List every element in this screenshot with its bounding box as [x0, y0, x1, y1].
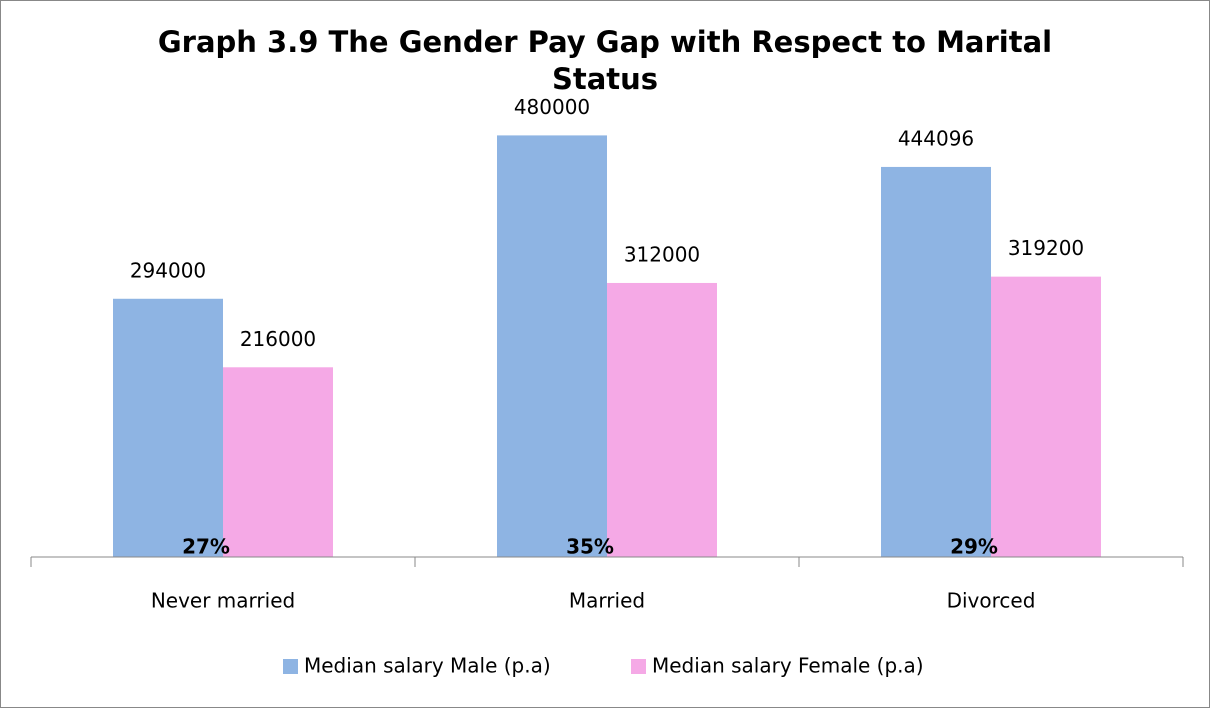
x-tick-label: Never married [151, 589, 295, 613]
chart-title: Graph 3.9 The Gender Pay Gap with Respec… [157, 25, 1053, 96]
annotation: 27% [182, 535, 230, 559]
annotation: 29% [950, 535, 998, 559]
data-label: 294000 [130, 258, 206, 282]
bar [223, 367, 333, 557]
data-label: 216000 [240, 327, 316, 351]
bar [881, 166, 991, 558]
legend-swatch [283, 659, 298, 674]
annotation: 35% [566, 535, 614, 559]
bar [991, 276, 1101, 557]
legend-label: Median salary Male (p.a) [304, 654, 551, 678]
data-label: 444096 [898, 126, 974, 150]
data-label: 480000 [514, 95, 590, 119]
legend-label: Median salary Female (p.a) [652, 654, 924, 678]
x-tick-label: Divorced [947, 589, 1036, 613]
data-label: 319200 [1008, 236, 1084, 260]
x-tick-label: Married [569, 589, 645, 613]
bar [113, 298, 223, 557]
bar [497, 135, 607, 557]
legend-swatch [631, 659, 646, 674]
data-label: 312000 [624, 242, 700, 266]
bar [607, 282, 717, 557]
